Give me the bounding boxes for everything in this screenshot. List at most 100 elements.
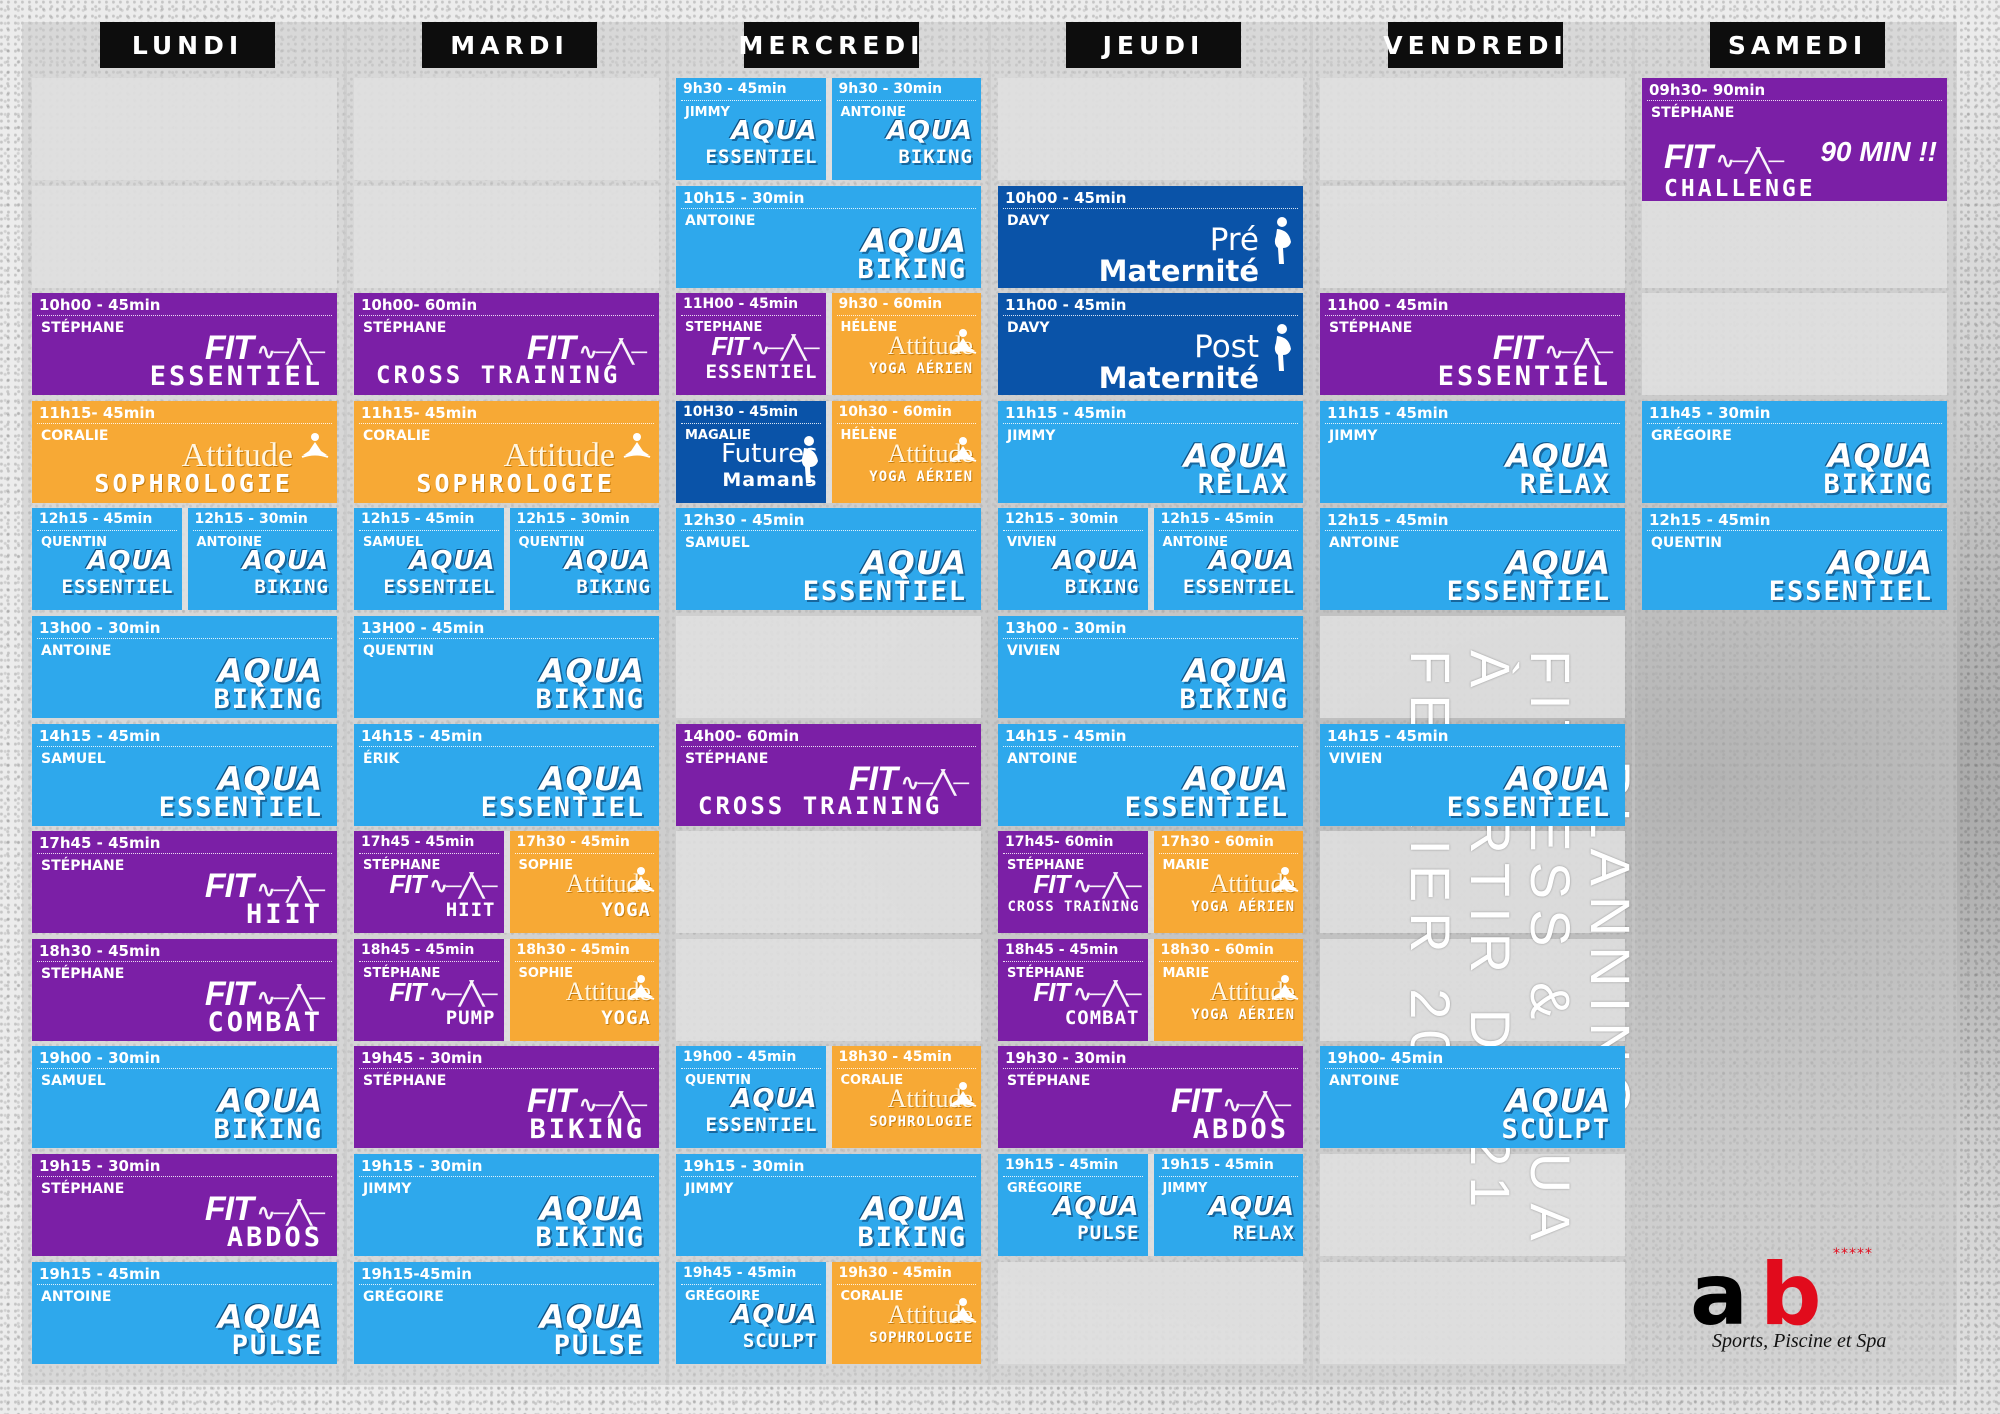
dotted-divider: [681, 1068, 821, 1069]
class-name: ESSENTIEL: [1183, 576, 1295, 598]
dotted-divider: [1158, 1176, 1298, 1177]
aqua-class-card: 19h15 - 45min JIMMY AQUA RELAX: [1153, 1154, 1303, 1256]
aqua-class-card: 12h15 - 45min SAMUEL AQUA ESSENTIEL: [354, 508, 504, 610]
dotted-divider: [1647, 423, 1942, 424]
dotted-divider: [359, 530, 499, 531]
class-time: 18h45 - 45min: [361, 942, 475, 958]
class-brand-text: AQUA: [217, 1082, 323, 1120]
class-time: 18h45 - 45min: [1005, 942, 1119, 958]
maternity-class-card: 11h00 - 45min DAVY Post Maternité: [998, 293, 1303, 395]
class-time: 19h15 - 45min: [39, 1265, 161, 1283]
class-brand: AQUA: [540, 1190, 645, 1228]
class-name: BIKING: [1179, 684, 1289, 715]
class-time: 12h15 - 45min: [39, 511, 153, 527]
class-name: ESSENTIEL: [705, 146, 818, 168]
class-brand: Attitude: [182, 437, 293, 475]
class-brand-text: AQUA: [1505, 760, 1611, 798]
dotted-divider: [1003, 208, 1298, 209]
class-name: YOGA: [601, 899, 651, 921]
class-brand-text: Pré: [1209, 222, 1259, 258]
class-name: YOGA AÉRIEN: [869, 361, 973, 377]
class-time: 13h00 - 30min: [39, 619, 161, 637]
class-time: 19h00 - 30min: [39, 1049, 161, 1067]
empty-slot: [676, 616, 981, 718]
class-name: ABDOS: [1192, 1114, 1289, 1145]
logo-letter-a: a: [1690, 1245, 1749, 1345]
aqua-class-card: 14h15 - 45min ÉRIK AQUA ESSENTIEL: [354, 724, 659, 826]
coach-name: ANTOINE: [196, 535, 262, 550]
class-name: YOGA AÉRIEN: [869, 469, 973, 485]
class-brand: AQUA: [1209, 1192, 1295, 1222]
coach-name: ANTOINE: [840, 105, 906, 120]
class-time: 13h00 - 30min: [1005, 619, 1127, 637]
class-brand: FIT ∿─╱╲─: [205, 1190, 325, 1229]
meditation-icon: [949, 1296, 977, 1346]
attitude-class-card: 19h30 - 45min CORALIE Attitude SOPHROLOGIE: [831, 1262, 981, 1364]
class-name: CROSS TRAINING: [698, 792, 943, 820]
class-name: Mamans: [722, 469, 818, 491]
empty-slot: [1642, 293, 1947, 395]
class-time: 12h15 - 45min: [1649, 511, 1771, 529]
class-brand-text: AQUA: [861, 1190, 967, 1228]
empty-slot: [676, 831, 981, 933]
dotted-divider: [1003, 423, 1298, 424]
class-brand: AQUA: [731, 1084, 817, 1114]
coach-name: GRÉGOIRE: [363, 1289, 444, 1305]
heartbeat-icon: ∿─╱╲─: [256, 877, 325, 902]
dotted-divider: [1003, 1176, 1143, 1177]
dotted-divider: [359, 1068, 654, 1069]
coach-name: QUENTIN: [1651, 535, 1723, 551]
pregnancy-icon: [794, 435, 822, 485]
aqua-class-card: 19h00- 45min ANTOINE AQUA SCULPT: [1320, 1046, 1625, 1148]
dotted-divider: [1003, 1068, 1298, 1069]
class-time: 12h15 - 45min: [361, 511, 475, 527]
logo-tagline: Sports, Piscine et Spa: [1712, 1330, 1887, 1352]
day-header: JEUDI: [1066, 22, 1241, 68]
heartbeat-icon: ∿─╱╲─: [1073, 873, 1141, 898]
class-name: YOGA AÉRIEN: [1191, 899, 1295, 915]
dotted-divider: [37, 1176, 332, 1177]
coach-name: STÉPHANE: [1329, 320, 1413, 336]
coach-name: ANTOINE: [1162, 535, 1228, 550]
class-brand: AQUA: [540, 1298, 645, 1336]
class-time: 14h15 - 45min: [361, 727, 483, 745]
dotted-divider: [1325, 1068, 1620, 1069]
class-name: ESSENTIEL: [705, 361, 818, 383]
coach-name: STEPHANE: [685, 320, 763, 335]
dotted-divider: [37, 853, 332, 854]
coach-name: JIMMY: [1329, 428, 1378, 444]
coach-name: JIMMY: [1007, 428, 1056, 444]
class-brand: AQUA: [218, 1082, 323, 1120]
class-brand-text: AQUA: [87, 546, 174, 576]
class-brand-text: FIT: [204, 329, 254, 367]
class-brand-text: AQUA: [242, 546, 329, 576]
class-name: COMBAT: [1064, 1007, 1140, 1029]
class-time: 12h15 - 30min: [194, 511, 308, 527]
dotted-divider: [37, 315, 332, 316]
aqua-class-card: 11h45 - 30min GRÉGOIRE AQUA BIKING: [1642, 401, 1947, 503]
class-time: 11h45 - 30min: [1649, 404, 1771, 422]
dotted-divider: [1158, 530, 1298, 531]
pregnancy-icon: [1267, 216, 1295, 266]
class-brand: FIT ∿─╱╲─: [711, 331, 819, 362]
dotted-divider: [681, 208, 976, 209]
dotted-divider: [1003, 315, 1298, 316]
empty-slot: [1320, 1154, 1625, 1256]
class-brand-text: AQUA: [1827, 544, 1933, 582]
empty-slot: [354, 186, 659, 288]
class-brand: AQUA: [1053, 546, 1139, 576]
class-brand: FIT ∿─╱╲─: [849, 760, 969, 799]
class-name: HIIT: [245, 899, 323, 930]
class-name: PULSE: [553, 1330, 645, 1361]
class-brand-text: Futures: [721, 439, 818, 469]
dotted-divider: [681, 315, 821, 316]
coach-name: ANTOINE: [685, 213, 756, 229]
day-header: VENDREDI: [1383, 22, 1563, 68]
class-brand-text: AQUA: [1208, 1192, 1295, 1222]
class-time: 10h00- 60min: [361, 296, 478, 314]
class-name: BIKING: [576, 576, 651, 598]
heartbeat-icon: ∿─╱╲─: [900, 770, 969, 795]
class-name: ESSENTIEL: [802, 576, 967, 607]
class-brand-text: AQUA: [731, 1084, 818, 1114]
class-name: RELAX: [1519, 469, 1611, 500]
